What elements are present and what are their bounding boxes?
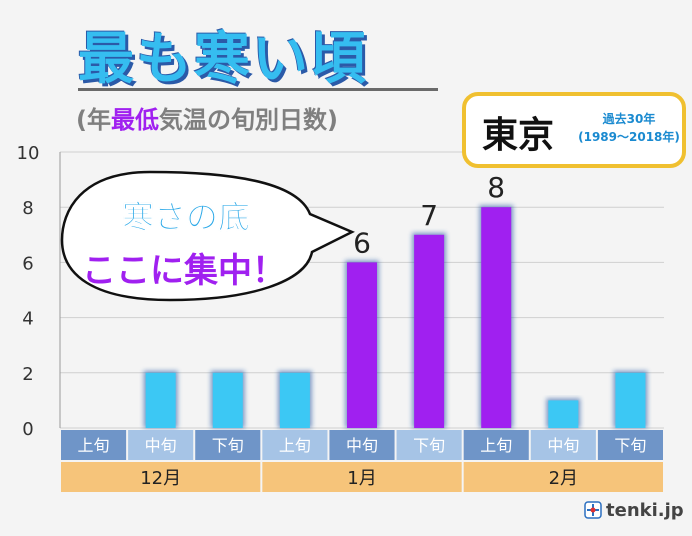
category-cell [530,430,596,460]
page-title: 最も寒い頃 [78,27,368,92]
bar-group [277,370,312,428]
bar-group [143,370,178,428]
y-tick-label: 10 [17,143,40,164]
bar-group [345,260,379,428]
month-label: 12月 [140,468,181,489]
category-cell [128,430,194,460]
city-name: 東京 [482,115,555,156]
bar [145,372,176,428]
bar-value-label: 6 [353,226,371,259]
bars [143,205,648,428]
y-tick-label: 6 [22,253,33,274]
bar [347,262,377,428]
title-underline [78,88,438,91]
y-tick-label: 4 [22,309,33,330]
bar [548,400,579,428]
month-cell [262,462,462,492]
y-axis-ticks: 0 2 4 6 8 10 [17,143,40,440]
category-cell [329,430,395,460]
x-tick-label: 中旬 [145,436,177,455]
category-cell [463,430,529,460]
bar [414,234,445,428]
category-cell [262,430,328,460]
x-tick-label: 下旬 [614,436,646,455]
bar-group [546,398,581,428]
x-tick-label: 中旬 [547,436,579,455]
brand-watermark: tenki.jp [584,500,684,521]
month-cell [61,462,261,492]
x-axis-category-row: 上旬 中旬 下旬 上旬 中旬 下旬 上旬 中旬 下旬 [61,430,663,460]
bar-group [479,205,514,428]
x-tick-label: 中旬 [346,436,378,455]
category-cell [597,430,663,460]
x-axis-month-row: 12月 1月 2月 [61,462,663,492]
y-tick-label: 8 [22,198,33,219]
subtitle-prefix: (年 [76,106,111,134]
x-tick-label: 上旬 [279,436,311,455]
x-tick-label: 上旬 [78,436,110,455]
bar-value-label: 8 [487,171,505,204]
bar [212,372,243,428]
callout-line2: ここに集中！ [82,251,286,291]
bar-group [613,370,648,428]
bar [615,372,646,428]
month-label: 1月 [347,468,376,489]
bar-group [412,232,447,428]
month-cell [463,462,663,492]
data-labels: 6 7 8 [353,171,505,259]
y-tick-label: 0 [22,419,33,440]
x-tick-label: 下旬 [212,436,244,455]
brand-name: tenki.jp [606,500,684,521]
city-info-box: 東京 過去30年 (1989〜2018年) [462,92,686,168]
callout-bubble: 寒さの底 ここに集中！ [60,170,355,302]
category-cell [396,430,462,460]
chart-subtitle: (年最低気温の旬別日数) [76,100,338,135]
subtitle-highlight: 最低 [110,106,159,134]
bar [481,207,512,428]
y-tick-label: 2 [22,364,33,385]
category-cell [61,430,127,460]
tenki-logo-icon [584,501,602,519]
period-line1: 過去30年 [602,112,656,126]
subtitle-suffix: 気温の旬別日数) [158,106,338,134]
bar-value-label: 7 [420,199,438,232]
callout-line1: 寒さの底 [122,198,250,236]
category-cell [195,430,261,460]
bar [279,372,310,428]
city-period: 過去30年 (1989〜2018年) [576,110,682,146]
bar-group [210,370,245,428]
period-line2: (1989〜2018年) [578,130,680,144]
x-tick-label: 上旬 [480,436,512,455]
x-tick-label: 下旬 [413,436,445,455]
month-label: 2月 [549,468,578,489]
